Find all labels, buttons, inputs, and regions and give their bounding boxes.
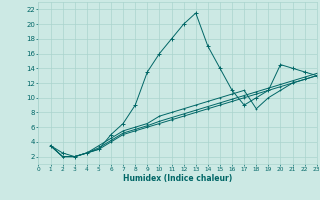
- X-axis label: Humidex (Indice chaleur): Humidex (Indice chaleur): [123, 174, 232, 183]
